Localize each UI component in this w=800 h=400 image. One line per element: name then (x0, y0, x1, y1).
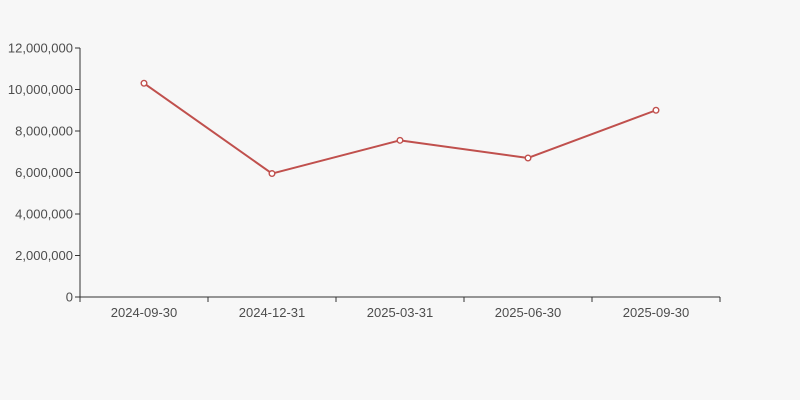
y-axis-tick-label: 8,000,000 (15, 124, 73, 139)
x-axis-tick-label: 2024-12-31 (239, 305, 306, 320)
y-axis-tick-label: 10,000,000 (8, 82, 73, 97)
x-axis-tick-label: 2025-06-30 (495, 305, 562, 320)
x-axis-tick-label: 2025-09-30 (623, 305, 690, 320)
y-axis-tick-label: 0 (66, 290, 73, 305)
x-axis-tick-label: 2024-09-30 (111, 305, 178, 320)
x-axis-tick-label: 2025-03-31 (367, 305, 434, 320)
data-point-marker[interactable] (140, 79, 148, 87)
y-axis-tick-label: 12,000,000 (8, 41, 73, 56)
y-axis-tick-label: 6,000,000 (15, 165, 73, 180)
data-point-marker[interactable] (524, 154, 532, 162)
data-point-marker[interactable] (652, 106, 660, 114)
y-axis-tick-label: 4,000,000 (15, 207, 73, 222)
data-point-marker[interactable] (396, 136, 404, 144)
data-point-marker[interactable] (268, 170, 276, 178)
y-axis-tick-label: 2,000,000 (15, 248, 73, 263)
